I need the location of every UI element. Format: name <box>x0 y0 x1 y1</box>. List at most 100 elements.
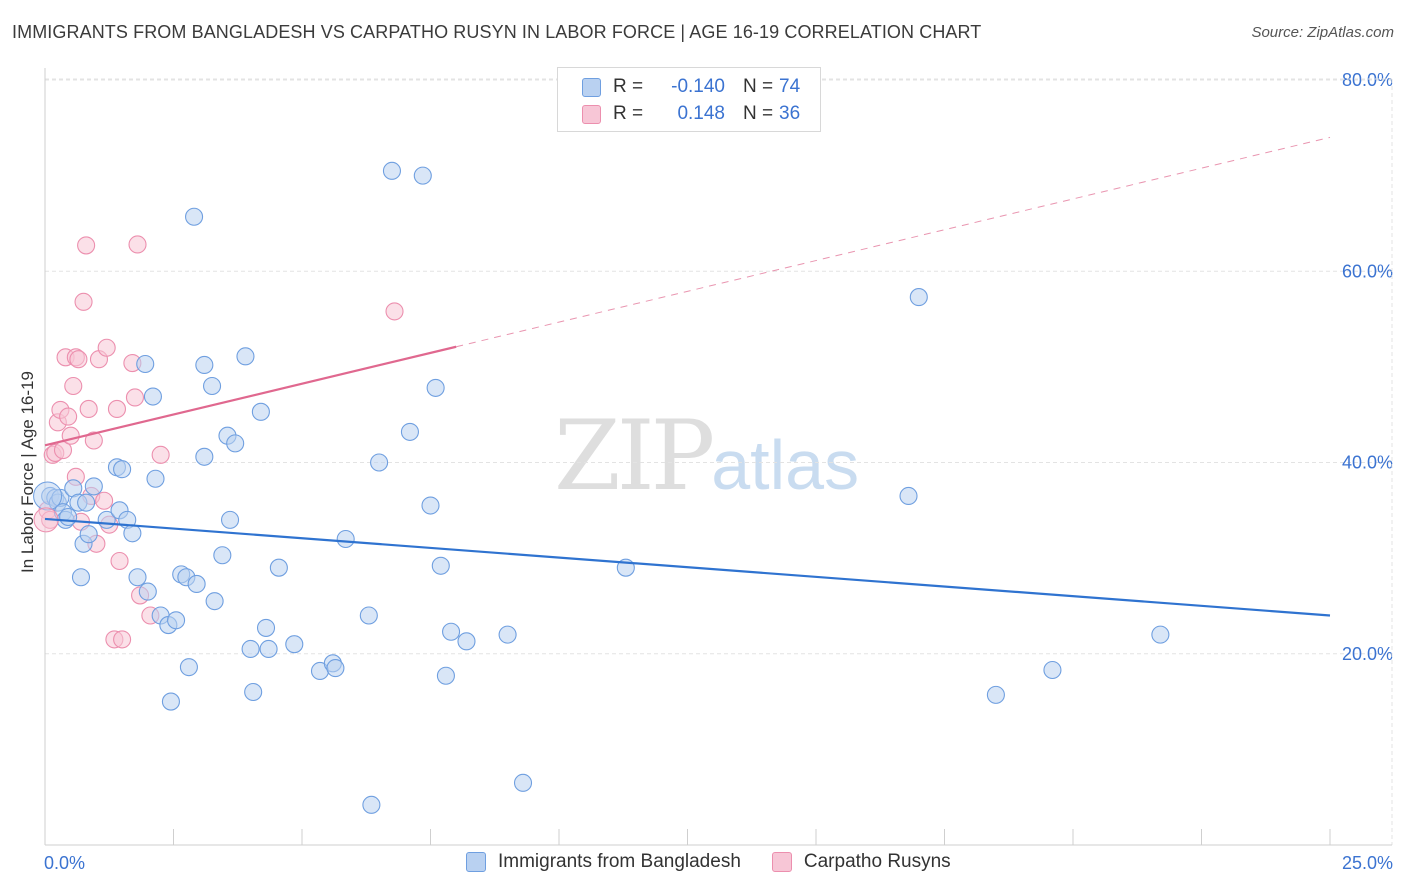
data-point-bangladesh <box>123 524 142 543</box>
data-point-bangladesh <box>195 447 214 466</box>
x-tick-label: 25.0% <box>1342 853 1393 873</box>
data-point-bangladesh <box>251 402 270 421</box>
data-point-bangladesh <box>421 496 440 515</box>
data-point-bangladesh <box>77 493 96 512</box>
data-point-bangladesh <box>400 422 419 441</box>
legend-row-bangladesh: R = -0.140 N = 74 <box>582 74 800 100</box>
legend-swatch-blue <box>582 77 601 97</box>
data-point-bangladesh <box>259 639 278 659</box>
data-point-bangladesh <box>71 568 91 587</box>
data-point-carpatho <box>110 551 129 571</box>
data-point-bangladesh <box>167 611 186 630</box>
data-point-carpatho <box>64 376 83 396</box>
data-point-carpatho <box>113 630 132 649</box>
data-point-bangladesh <box>413 166 432 185</box>
data-point-bangladesh <box>185 207 204 226</box>
data-point-bangladesh <box>256 618 276 637</box>
trend-line-carpatho <box>44 345 457 447</box>
data-point-bangladesh <box>241 639 260 659</box>
data-point-carpatho <box>59 407 78 426</box>
data-point-carpatho <box>79 399 98 419</box>
data-point-bangladesh <box>442 622 461 641</box>
legend-n-value: 36 <box>779 103 801 124</box>
series-swatch-pink <box>771 852 792 872</box>
data-point-bangladesh <box>269 558 288 577</box>
data-point-bangladesh <box>138 582 157 601</box>
data-point-bangladesh <box>326 659 345 678</box>
data-point-carpatho <box>84 431 103 450</box>
watermark-zip: ZIP <box>554 400 715 512</box>
data-point-carpatho <box>69 350 88 369</box>
data-point-carpatho <box>125 388 144 407</box>
data-point-carpatho <box>151 445 170 464</box>
data-point-bangladesh <box>1151 625 1170 644</box>
y-tick-label: 40.0% <box>1342 453 1393 473</box>
x-tick-label: 0.0% <box>44 853 85 873</box>
data-point-bangladesh <box>179 658 198 677</box>
data-point-bangladesh <box>220 510 240 529</box>
legend-row-carpatho: R = 0.148 N = 36 <box>582 101 800 127</box>
trend-line-bangladesh <box>44 517 1331 617</box>
data-point-bangladesh <box>426 378 445 397</box>
data-point-bangladesh <box>236 347 255 366</box>
legend-r-value: -0.140 <box>671 76 725 97</box>
data-point-bangladesh <box>203 376 222 396</box>
data-point-carpatho <box>95 491 114 510</box>
data-point-carpatho <box>77 236 96 255</box>
series-legend-carpatho[interactable]: Carpatho Rusyns <box>771 851 951 873</box>
data-point-bangladesh <box>362 795 381 814</box>
data-point-bangladesh <box>143 387 162 406</box>
data-point-bangladesh <box>431 556 450 575</box>
legend-r-label: R = <box>613 103 644 124</box>
data-point-bangladesh <box>195 355 214 375</box>
series-label-carpatho: Carpatho Rusyns <box>803 851 951 872</box>
legend-n-label: N = <box>743 103 774 124</box>
data-point-bangladesh <box>84 477 103 496</box>
series-label-bangladesh: Immigrants from Bangladesh <box>498 851 741 872</box>
trend-line-extension-carpatho <box>456 136 1331 348</box>
data-point-bangladesh <box>382 161 402 180</box>
chart-title: IMMIGRANTS FROM BANGLADESH VS CARPATHO R… <box>12 22 982 42</box>
data-point-bangladesh <box>457 632 476 651</box>
data-point-bangladesh <box>128 568 147 587</box>
data-point-bangladesh <box>513 773 533 792</box>
data-point-bangladesh <box>370 453 389 472</box>
y-tick-label: 20.0% <box>1342 644 1393 664</box>
y-axis-label: In Labor Force | Age 16-19 <box>18 371 37 573</box>
legend-n-label: N = <box>743 76 774 97</box>
legend-swatch-pink <box>582 104 601 124</box>
legend-r-value: 0.148 <box>677 103 725 124</box>
data-point-bangladesh <box>909 288 928 307</box>
y-tick-label: 60.0% <box>1342 261 1393 281</box>
data-point-carpatho <box>128 235 147 254</box>
data-point-bangladesh <box>161 692 180 711</box>
watermark-atlas: atlas <box>711 426 860 504</box>
legend-r-label: R = <box>613 76 644 97</box>
data-point-bangladesh <box>146 469 165 488</box>
data-point-bangladesh <box>136 354 155 374</box>
data-point-bangladesh <box>498 625 517 644</box>
legend-n-value: 74 <box>779 76 801 97</box>
data-point-bangladesh <box>244 682 263 702</box>
series-swatch-blue <box>466 852 486 872</box>
data-point-bangladesh <box>899 486 918 506</box>
data-point-bangladesh <box>187 574 206 593</box>
data-point-carpatho <box>97 338 116 357</box>
data-point-bangladesh <box>359 606 378 625</box>
data-point-bangladesh <box>986 685 1005 704</box>
y-tick-label: 80.0% <box>1342 70 1393 90</box>
data-point-bangladesh <box>213 546 232 565</box>
data-point-bangladesh <box>79 525 98 544</box>
data-point-bangladesh <box>205 592 224 611</box>
data-point-carpatho <box>385 302 404 321</box>
correlation-legend: R = -0.140 N = 74 R = 0.148 N = 36 <box>557 67 821 132</box>
source-label: Source: ZipAtlas.com <box>1251 24 1394 41</box>
data-point-carpatho <box>107 399 127 419</box>
series-legend-bangladesh[interactable]: Immigrants from Bangladesh <box>466 851 741 873</box>
watermark: ZIPatlas <box>554 400 859 512</box>
data-point-bangladesh <box>113 460 132 479</box>
series-legend: Immigrants from Bangladesh Carpatho Rusy… <box>466 851 982 873</box>
data-point-bangladesh <box>59 507 78 527</box>
data-point-bangladesh <box>226 434 245 453</box>
